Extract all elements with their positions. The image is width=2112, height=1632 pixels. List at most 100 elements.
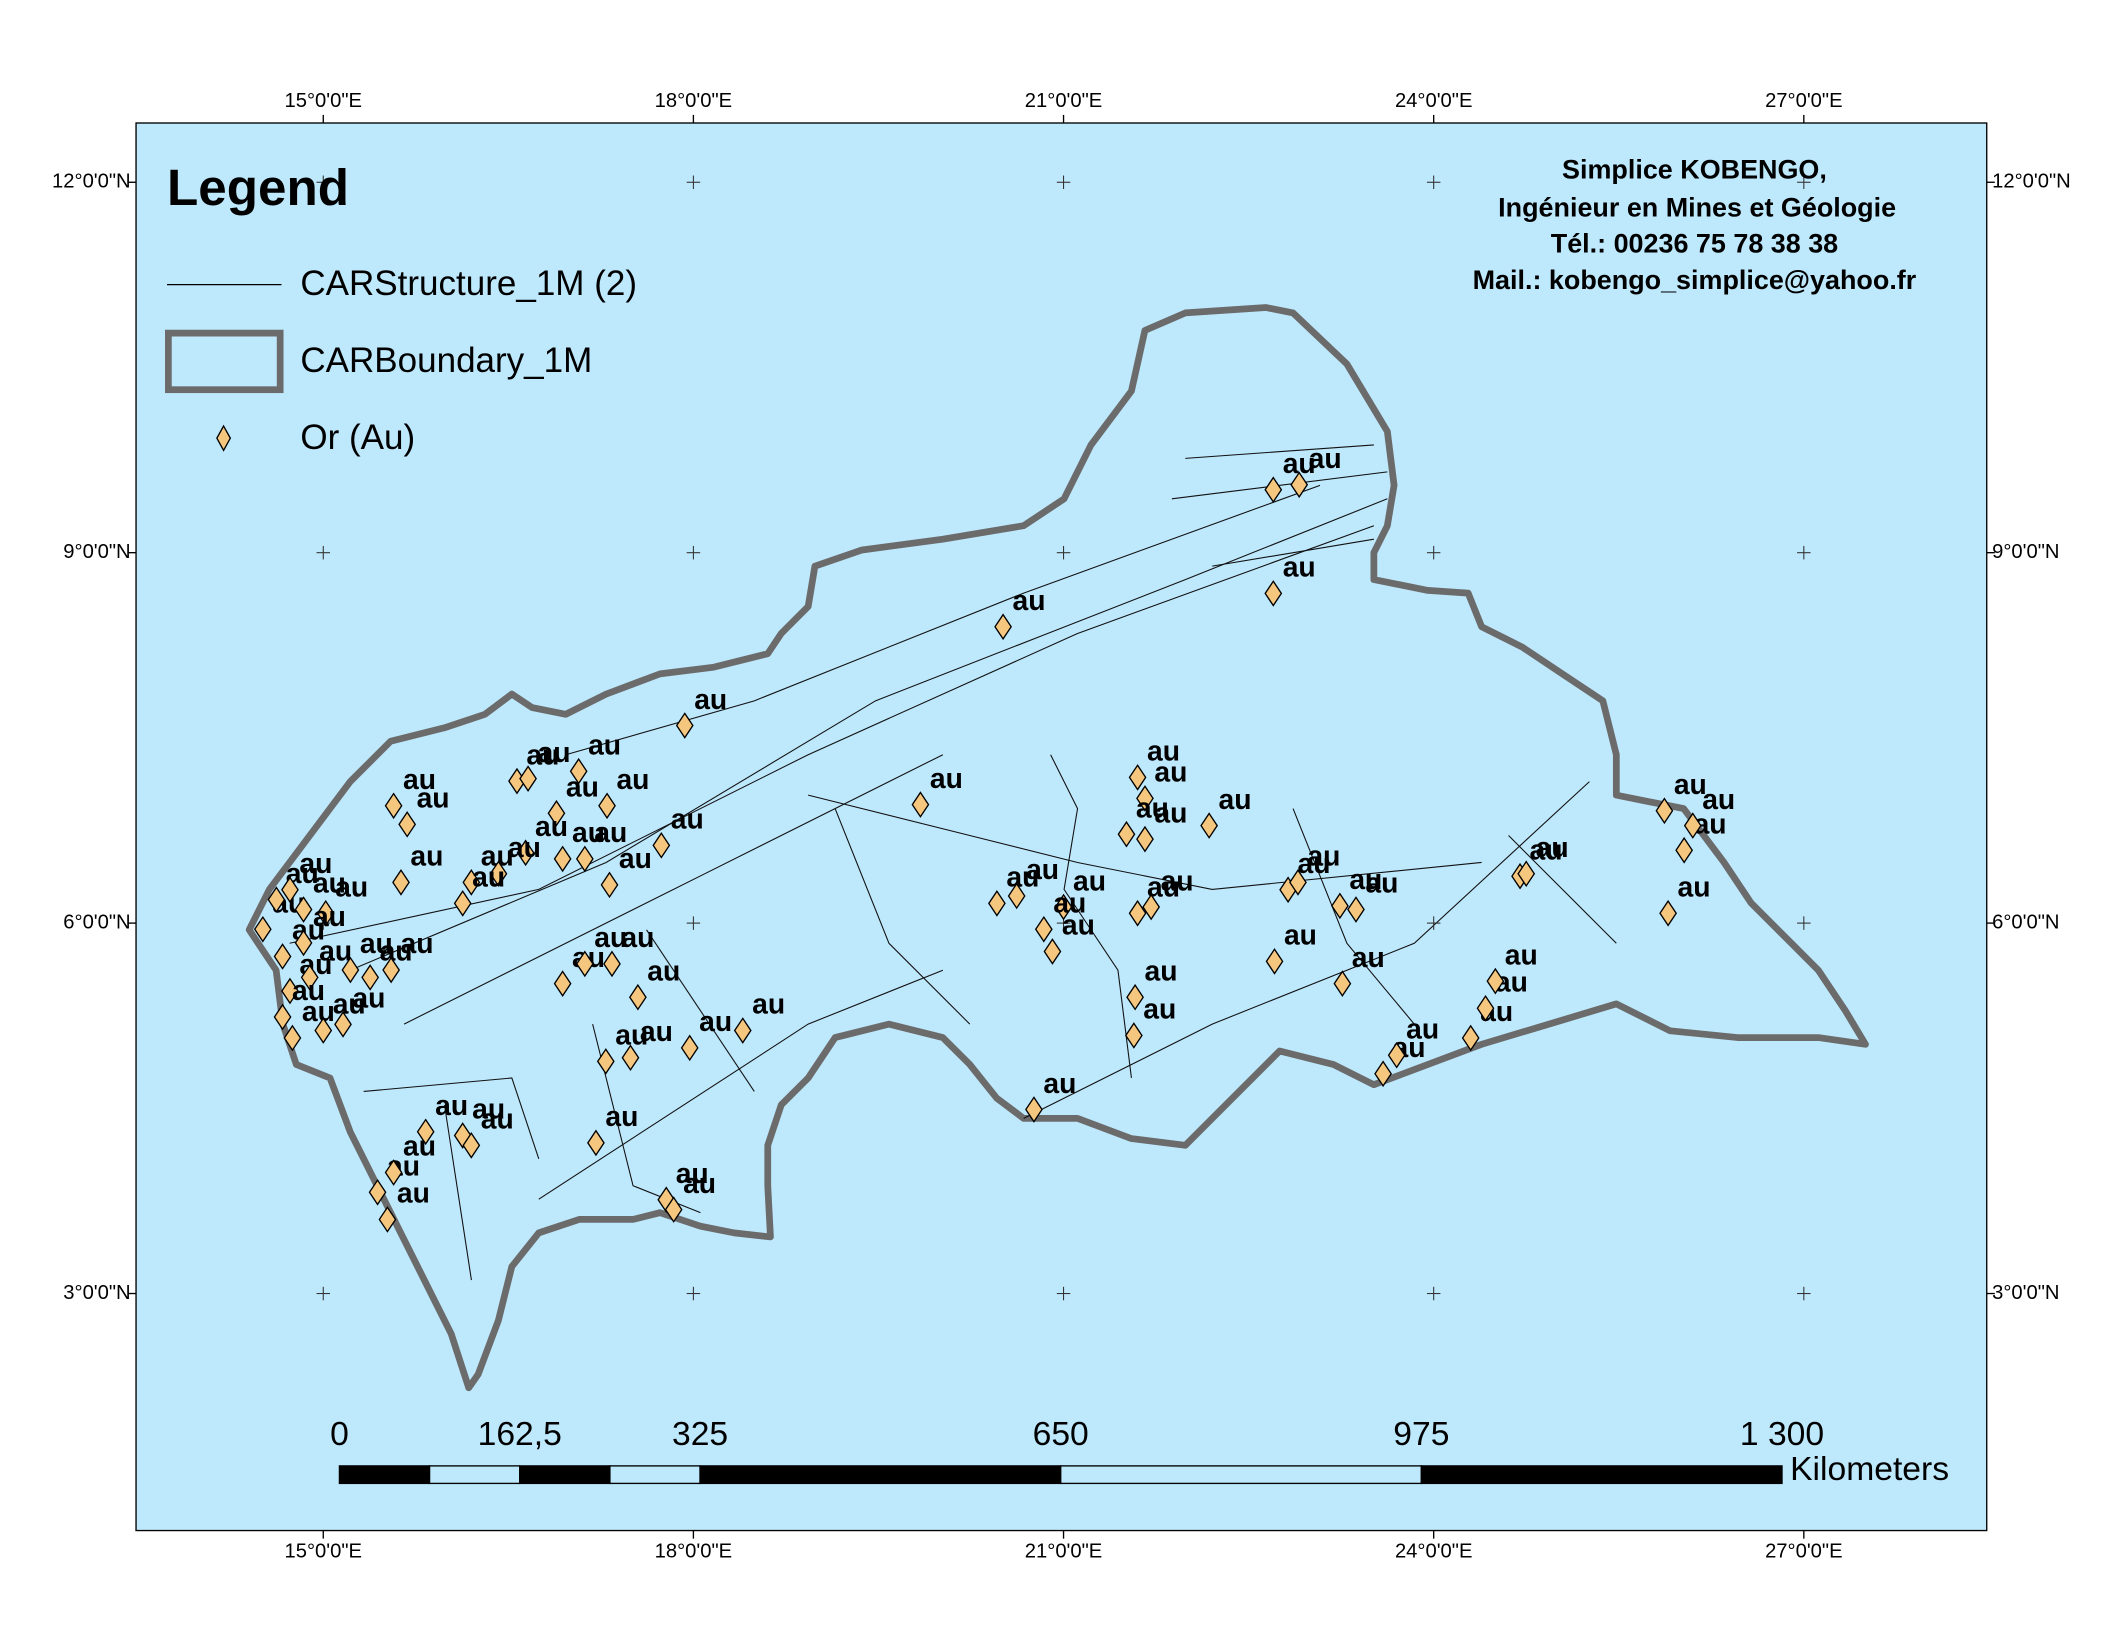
point-label: au <box>1309 442 1342 474</box>
gold-point <box>1025 1096 1043 1123</box>
gold-point <box>1387 1041 1406 1069</box>
gold-point <box>489 860 508 888</box>
gold-point <box>516 839 535 867</box>
gold-point <box>382 956 401 984</box>
credit-line: Tél.: 00236 75 78 38 38 <box>1551 229 1838 259</box>
gold-point <box>621 1044 640 1072</box>
point-label: au <box>1536 831 1569 863</box>
gold-point <box>547 799 566 827</box>
gold-point <box>334 1011 352 1038</box>
gold-point <box>1136 825 1154 853</box>
gold-point <box>628 983 647 1011</box>
gold-point <box>1461 1024 1480 1052</box>
gold-point <box>911 791 930 818</box>
credit-line: Simplice KOBENGO, <box>1562 155 1827 185</box>
gold-point <box>1264 476 1283 504</box>
point-label: au <box>1154 796 1187 828</box>
gold-point <box>1289 869 1307 896</box>
point-label: au <box>1219 783 1252 815</box>
point-label: au <box>1678 870 1711 902</box>
point-label: au <box>1349 863 1382 895</box>
point-label: au <box>1365 867 1398 899</box>
gold-point <box>1517 860 1536 888</box>
point-label: au <box>333 988 366 1020</box>
gold-point <box>1200 812 1219 839</box>
point-label: au <box>1352 941 1385 973</box>
lat-label: 12°0'0"N <box>52 171 131 193</box>
gold-point <box>1655 797 1674 825</box>
point-label: au <box>676 1157 709 1189</box>
scale-label: 0 <box>330 1416 349 1453</box>
point-label: au <box>435 1089 468 1121</box>
lon-label: 18°0'0"E <box>655 90 732 112</box>
point-label: au <box>1006 861 1039 893</box>
gold-point <box>675 712 694 739</box>
scale-label: 162,5 <box>478 1416 562 1453</box>
gold-point <box>994 613 1012 641</box>
gold-point <box>587 1129 605 1157</box>
gold-point <box>283 1024 302 1052</box>
point-label: au <box>594 816 627 848</box>
gold-point <box>294 896 313 923</box>
gold-point <box>1675 836 1694 864</box>
point-label: au <box>616 763 649 795</box>
gold-point <box>1374 1060 1392 1088</box>
point-label: au <box>1136 791 1169 823</box>
point-label: au <box>1147 735 1180 767</box>
gold-point <box>988 890 1006 917</box>
gold-point <box>652 831 671 859</box>
gold-point <box>1043 938 1062 965</box>
point-label: au <box>397 1177 430 1209</box>
point-label: au <box>380 935 413 967</box>
point-label: au <box>605 1100 638 1132</box>
gold-point <box>1136 785 1154 812</box>
gold-point <box>294 929 313 957</box>
gold-point <box>281 977 299 1005</box>
credit: Simplice KOBENGO, Ingénieur en Mines et … <box>1473 155 1917 295</box>
gold-point <box>368 1178 387 1206</box>
gold-point <box>1124 1022 1143 1049</box>
gold-point <box>596 1048 615 1075</box>
gold-point <box>664 1196 683 1223</box>
graticule: 15°0'0"E 15°0'0"E 18°0'0"E 18°0'0"E 21°0'0"E… <box>52 90 2071 1563</box>
point-label: au <box>417 782 450 814</box>
point-label: au <box>302 995 335 1027</box>
point-label: au <box>1283 551 1316 583</box>
car-structures <box>289 444 1617 1281</box>
gold-point <box>1683 812 1702 839</box>
point-label: au <box>319 935 352 967</box>
point-label: au <box>360 927 393 959</box>
point-label: au <box>619 842 652 874</box>
scale-label: 650 <box>1033 1416 1089 1453</box>
point-label: au <box>1062 909 1095 941</box>
gold-point <box>1117 820 1136 848</box>
point-label: au <box>588 728 621 760</box>
lon-label: 15°0'0"E <box>285 90 362 112</box>
gold-point <box>1128 899 1147 927</box>
point-label: au <box>481 840 514 872</box>
scale-segment <box>699 1465 1062 1485</box>
point-label: au <box>1073 864 1106 896</box>
point-label: au <box>481 1103 514 1135</box>
point-label: au <box>1307 840 1340 872</box>
lat-label: 3°0'0"N <box>63 1282 130 1304</box>
gold-point <box>462 1132 481 1159</box>
lon-label: 24°0'0"E <box>1395 1540 1472 1562</box>
gold-point <box>1476 994 1495 1022</box>
scale-segment <box>1060 1465 1423 1485</box>
point-label: au <box>699 1005 732 1037</box>
gold-point <box>361 964 380 991</box>
gold-point <box>316 899 335 927</box>
point-label: au <box>1154 756 1187 788</box>
gold-point <box>1290 471 1309 499</box>
gold-point <box>600 871 619 899</box>
gold-point <box>553 845 572 873</box>
point-label: au <box>1043 1067 1076 1099</box>
legend-point-symbol <box>216 424 232 452</box>
point-label: au <box>1145 954 1178 986</box>
lon-label: 27°0'0"E <box>1765 1540 1842 1562</box>
point-label: au <box>1143 993 1176 1025</box>
